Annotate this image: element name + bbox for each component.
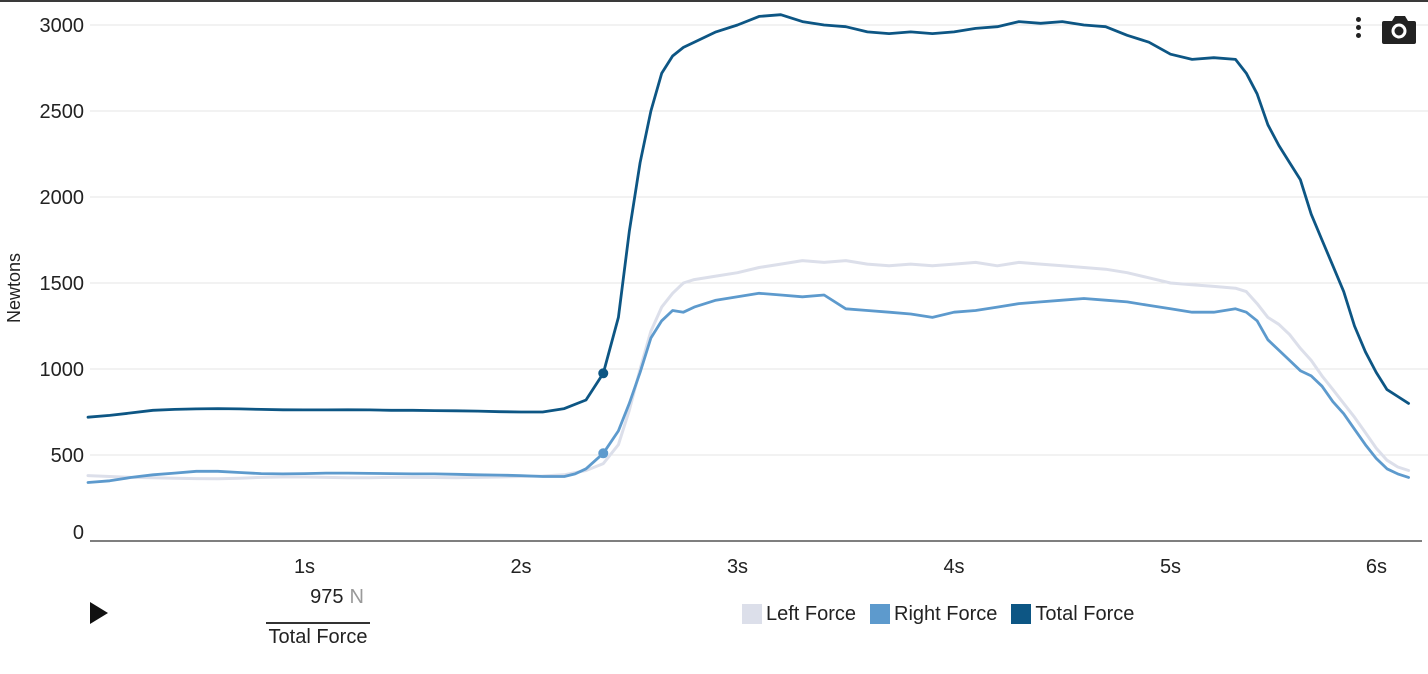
y-axis-label: Newtons (4, 253, 24, 323)
y-tick-label: 2000 (40, 187, 85, 209)
readout-panel: 975 N Total Force (266, 584, 370, 652)
x-tick-label: 4s (943, 556, 964, 578)
readout-label: Total Force (268, 626, 368, 648)
x-tick-label: 3s (727, 556, 748, 578)
top-border (0, 0, 1428, 2)
legend-swatch-total-force (1011, 604, 1032, 624)
readout-divider (266, 622, 370, 624)
y-tick-label: 0 (73, 522, 84, 544)
y-tick-label: 1000 (40, 359, 85, 381)
readout-unit: N (349, 586, 364, 608)
legend-label-left-force: Left Force (766, 602, 857, 625)
x-tick-label: 1s (294, 556, 315, 578)
series-line-left-force (86, 259, 1411, 481)
legend-item-left-force[interactable]: Left Force (742, 603, 856, 626)
y-tick-label: 1500 (40, 273, 85, 295)
play-icon[interactable] (88, 601, 110, 625)
x-tick-label: 5s (1160, 556, 1181, 578)
y-tick-label: 500 (51, 445, 84, 467)
series-line-right-force (86, 291, 1410, 484)
legend-item-right-force[interactable]: Right Force (870, 603, 997, 626)
legend: Left Force Right Force Total Force (742, 600, 1148, 628)
x-tick-label: 6s (1366, 556, 1387, 578)
legend-item-total-force[interactable]: Total Force (1011, 603, 1134, 626)
more-options-icon[interactable] (1346, 14, 1370, 46)
camera-icon[interactable] (1380, 12, 1418, 46)
legend-swatch-right-force (870, 604, 891, 624)
marker-point-right-force (598, 448, 609, 459)
legend-label-total-force: Total Force (1035, 602, 1135, 625)
series-line-total-force (86, 13, 1410, 419)
y-tick-label: 2500 (40, 101, 85, 123)
x-tick-label: 2s (510, 556, 531, 578)
readout-value: 975 (310, 586, 344, 608)
legend-label-right-force: Right Force (894, 602, 998, 625)
y-tick-label: 3000 (40, 15, 85, 37)
marker-point-total-force (598, 368, 609, 379)
readout-value-row: 975 N (310, 586, 364, 609)
legend-swatch-left-force (742, 604, 762, 624)
